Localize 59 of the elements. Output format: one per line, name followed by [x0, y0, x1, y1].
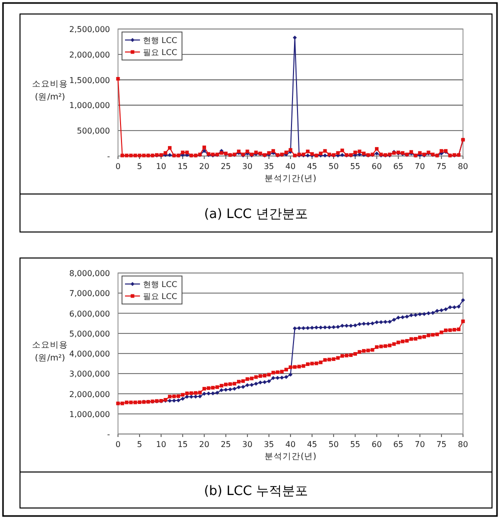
y-tick-label: 7,000,000 [69, 289, 110, 298]
x-tick-label: 30 [242, 440, 252, 449]
y-tick-label: 2,000,000 [69, 50, 110, 60]
x-tick-label: 10 [156, 440, 166, 449]
x-tick-label: 70 [414, 440, 425, 449]
x-tick-label: 55 [350, 162, 360, 171]
x-tick-label: 75 [436, 162, 447, 171]
x-tick-label: 10 [156, 162, 166, 171]
x-tick-label: 75 [436, 440, 447, 449]
y-axis-title: 소요비용 (원/m²) [32, 340, 68, 364]
x-tick-label: 50 [328, 162, 339, 171]
x-tick-label: 70 [414, 162, 425, 171]
y-tick-label: 3,000,000 [69, 370, 110, 379]
y-tick-label: 5,000,000 [69, 329, 110, 338]
x-tick-label: 25 [220, 162, 231, 171]
x-tick-label: 45 [306, 440, 318, 449]
y-tick-label: 500,000 [76, 126, 110, 136]
y-tick-label: 1,000,000 [69, 410, 110, 419]
y-axis-title: 소요비용 (원/m²) [32, 80, 68, 102]
legend-label: 현행 LCC [143, 36, 178, 45]
y-tick-label: 2,500,000 [69, 25, 110, 34]
text: (b) LCC 누적분포 [204, 484, 308, 499]
x-tick-label: 80 [458, 162, 468, 171]
x-tick-label: 5 [137, 440, 142, 449]
x-tick-label: 40 [285, 162, 296, 171]
x-tick-label: 65 [393, 440, 404, 449]
y-tick-label: 6,000,000 [69, 309, 110, 318]
x-tick-label: 35 [264, 440, 274, 449]
y-tick-label: - [107, 152, 110, 161]
x-tick-label: 60 [372, 440, 382, 449]
x-tick-label: 65 [393, 162, 404, 171]
x-tick-label: 40 [285, 440, 296, 449]
x-tick-label: 80 [458, 440, 468, 449]
y-tick-label: 2,000,000 [69, 390, 110, 399]
x-tick-label: 50 [328, 440, 339, 449]
legend-label: 필요 LCC [143, 292, 178, 301]
y-tick-label: 8,000,000 [69, 269, 110, 278]
y-tick-label: 1,500,000 [69, 76, 110, 85]
x-tick-label: 0 [115, 440, 121, 449]
x-tick-label: 30 [242, 162, 252, 171]
x-tick-label: 15 [178, 162, 188, 171]
y-tick-label: - [107, 430, 110, 439]
x-tick-label: 35 [264, 162, 274, 171]
x-tick-label: 5 [137, 162, 142, 171]
x-tick-label: 0 [115, 162, 121, 171]
x-tick-label: 25 [220, 440, 231, 449]
x-tick-label: 45 [306, 162, 318, 171]
x-tick-label: 60 [372, 162, 382, 171]
x-tick-label: 55 [350, 440, 360, 449]
legend-label: 필요 LCC [143, 48, 178, 57]
x-tick-label: 15 [178, 440, 188, 449]
x-axis-title: 분석기간(년) [264, 174, 316, 184]
y-tick-label: 1,000,000 [69, 101, 110, 110]
legend-label: 현행 LCC [143, 280, 178, 289]
y-tick-label: 4,000,000 [69, 350, 110, 358]
x-tick-label: 20 [199, 440, 210, 449]
x-tick-label: 20 [199, 162, 210, 171]
x-axis-title: 분석기간(년) [264, 452, 316, 462]
text: (a) LCC 년간분포 [204, 207, 308, 222]
